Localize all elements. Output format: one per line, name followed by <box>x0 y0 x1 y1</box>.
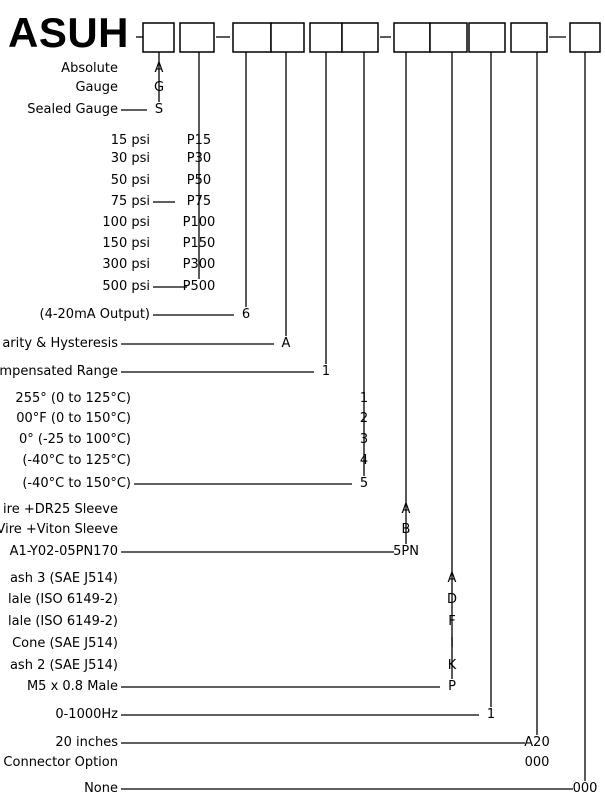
option-code: P <box>448 679 456 695</box>
option-label: (-40°C to 125°C) <box>22 453 131 469</box>
option-label: 0-1000Hz <box>55 707 118 723</box>
option-code: S <box>155 102 163 118</box>
option-label: ash 3 (SAE J514) <box>10 571 118 587</box>
option-label: (4-20mA Output) <box>40 307 151 323</box>
option-code: G <box>154 80 164 96</box>
option-code: 6 <box>242 307 250 323</box>
option-code: F <box>448 614 455 630</box>
code-box-4 <box>271 23 304 52</box>
code-box-11 <box>570 23 600 52</box>
option-label: Vire +Viton Sleeve <box>0 522 118 538</box>
option-label: 0° (-25 to 100°C) <box>19 432 131 448</box>
option-label: 20 inches <box>55 735 118 751</box>
option-label: M5 x 0.8 Male <box>27 679 118 695</box>
option-label: 500 psi <box>102 279 150 295</box>
option-label: 255° (0 to 125°C) <box>15 391 131 407</box>
option-label: Sealed Gauge <box>27 102 118 118</box>
option-code: P300 <box>183 257 216 273</box>
option-code: P30 <box>187 151 211 167</box>
option-code: 3 <box>360 432 368 448</box>
option-label: (-40°C to 150°C) <box>22 476 131 492</box>
option-label: lale (ISO 6149-2) <box>8 592 118 608</box>
option-code: 1 <box>360 391 368 407</box>
option-code: A <box>155 61 164 77</box>
option-label: Connector Option <box>3 755 118 771</box>
code-box-5 <box>310 23 342 52</box>
code-box-7 <box>394 23 430 52</box>
option-code: P75 <box>187 194 211 210</box>
code-box-1 <box>143 23 174 52</box>
option-label: lale (ISO 6149-2) <box>8 614 118 630</box>
option-code: 2 <box>360 411 368 427</box>
option-code: P500 <box>183 279 216 295</box>
option-code: 5PN <box>393 544 419 560</box>
option-label: None <box>84 781 118 797</box>
option-code: D <box>447 592 457 608</box>
code-box-3 <box>233 23 271 52</box>
option-code: 5 <box>360 476 368 492</box>
option-code: I <box>450 636 454 652</box>
option-label: Gauge <box>75 80 118 96</box>
option-label: Cone (SAE J514) <box>12 636 118 652</box>
option-code: 4 <box>360 453 368 469</box>
option-label: A1-Y02-05PN170 <box>10 544 118 560</box>
code-box-9 <box>469 23 505 52</box>
option-code: A20 <box>524 735 549 751</box>
option-code: A <box>282 336 291 352</box>
option-label: 30 psi <box>111 151 150 167</box>
option-label: Absolute <box>61 61 118 77</box>
code-box-6 <box>342 23 378 52</box>
option-code: P50 <box>187 173 211 189</box>
option-code: 1 <box>322 364 330 380</box>
option-label: ash 2 (SAE J514) <box>10 658 118 674</box>
option-code: A <box>448 571 457 587</box>
option-label: 15 psi <box>111 133 150 149</box>
option-code: 000 <box>573 781 598 797</box>
code-box-10 <box>511 23 547 52</box>
option-label: 300 psi <box>102 257 150 273</box>
option-label: 50 psi <box>111 173 150 189</box>
option-label: 100 psi <box>102 215 150 231</box>
option-label: 150 psi <box>102 236 150 252</box>
option-code: P15 <box>187 133 211 149</box>
code-box-2 <box>180 23 214 52</box>
code-box-8 <box>430 23 467 52</box>
option-label: 75 psi <box>111 194 150 210</box>
option-code: 1 <box>487 707 495 723</box>
option-code: B <box>402 522 411 538</box>
option-label: arity & Hysteresis <box>2 336 118 352</box>
option-code: A <box>402 502 411 518</box>
option-code: P150 <box>183 236 216 252</box>
option-code: 000 <box>525 755 550 771</box>
option-label: mpensated Range <box>0 364 118 380</box>
option-label: ire +DR25 Sleeve <box>3 502 118 518</box>
option-label: 00°F (0 to 150°C) <box>16 411 131 427</box>
option-code: P100 <box>183 215 216 231</box>
option-code: K <box>448 658 457 674</box>
